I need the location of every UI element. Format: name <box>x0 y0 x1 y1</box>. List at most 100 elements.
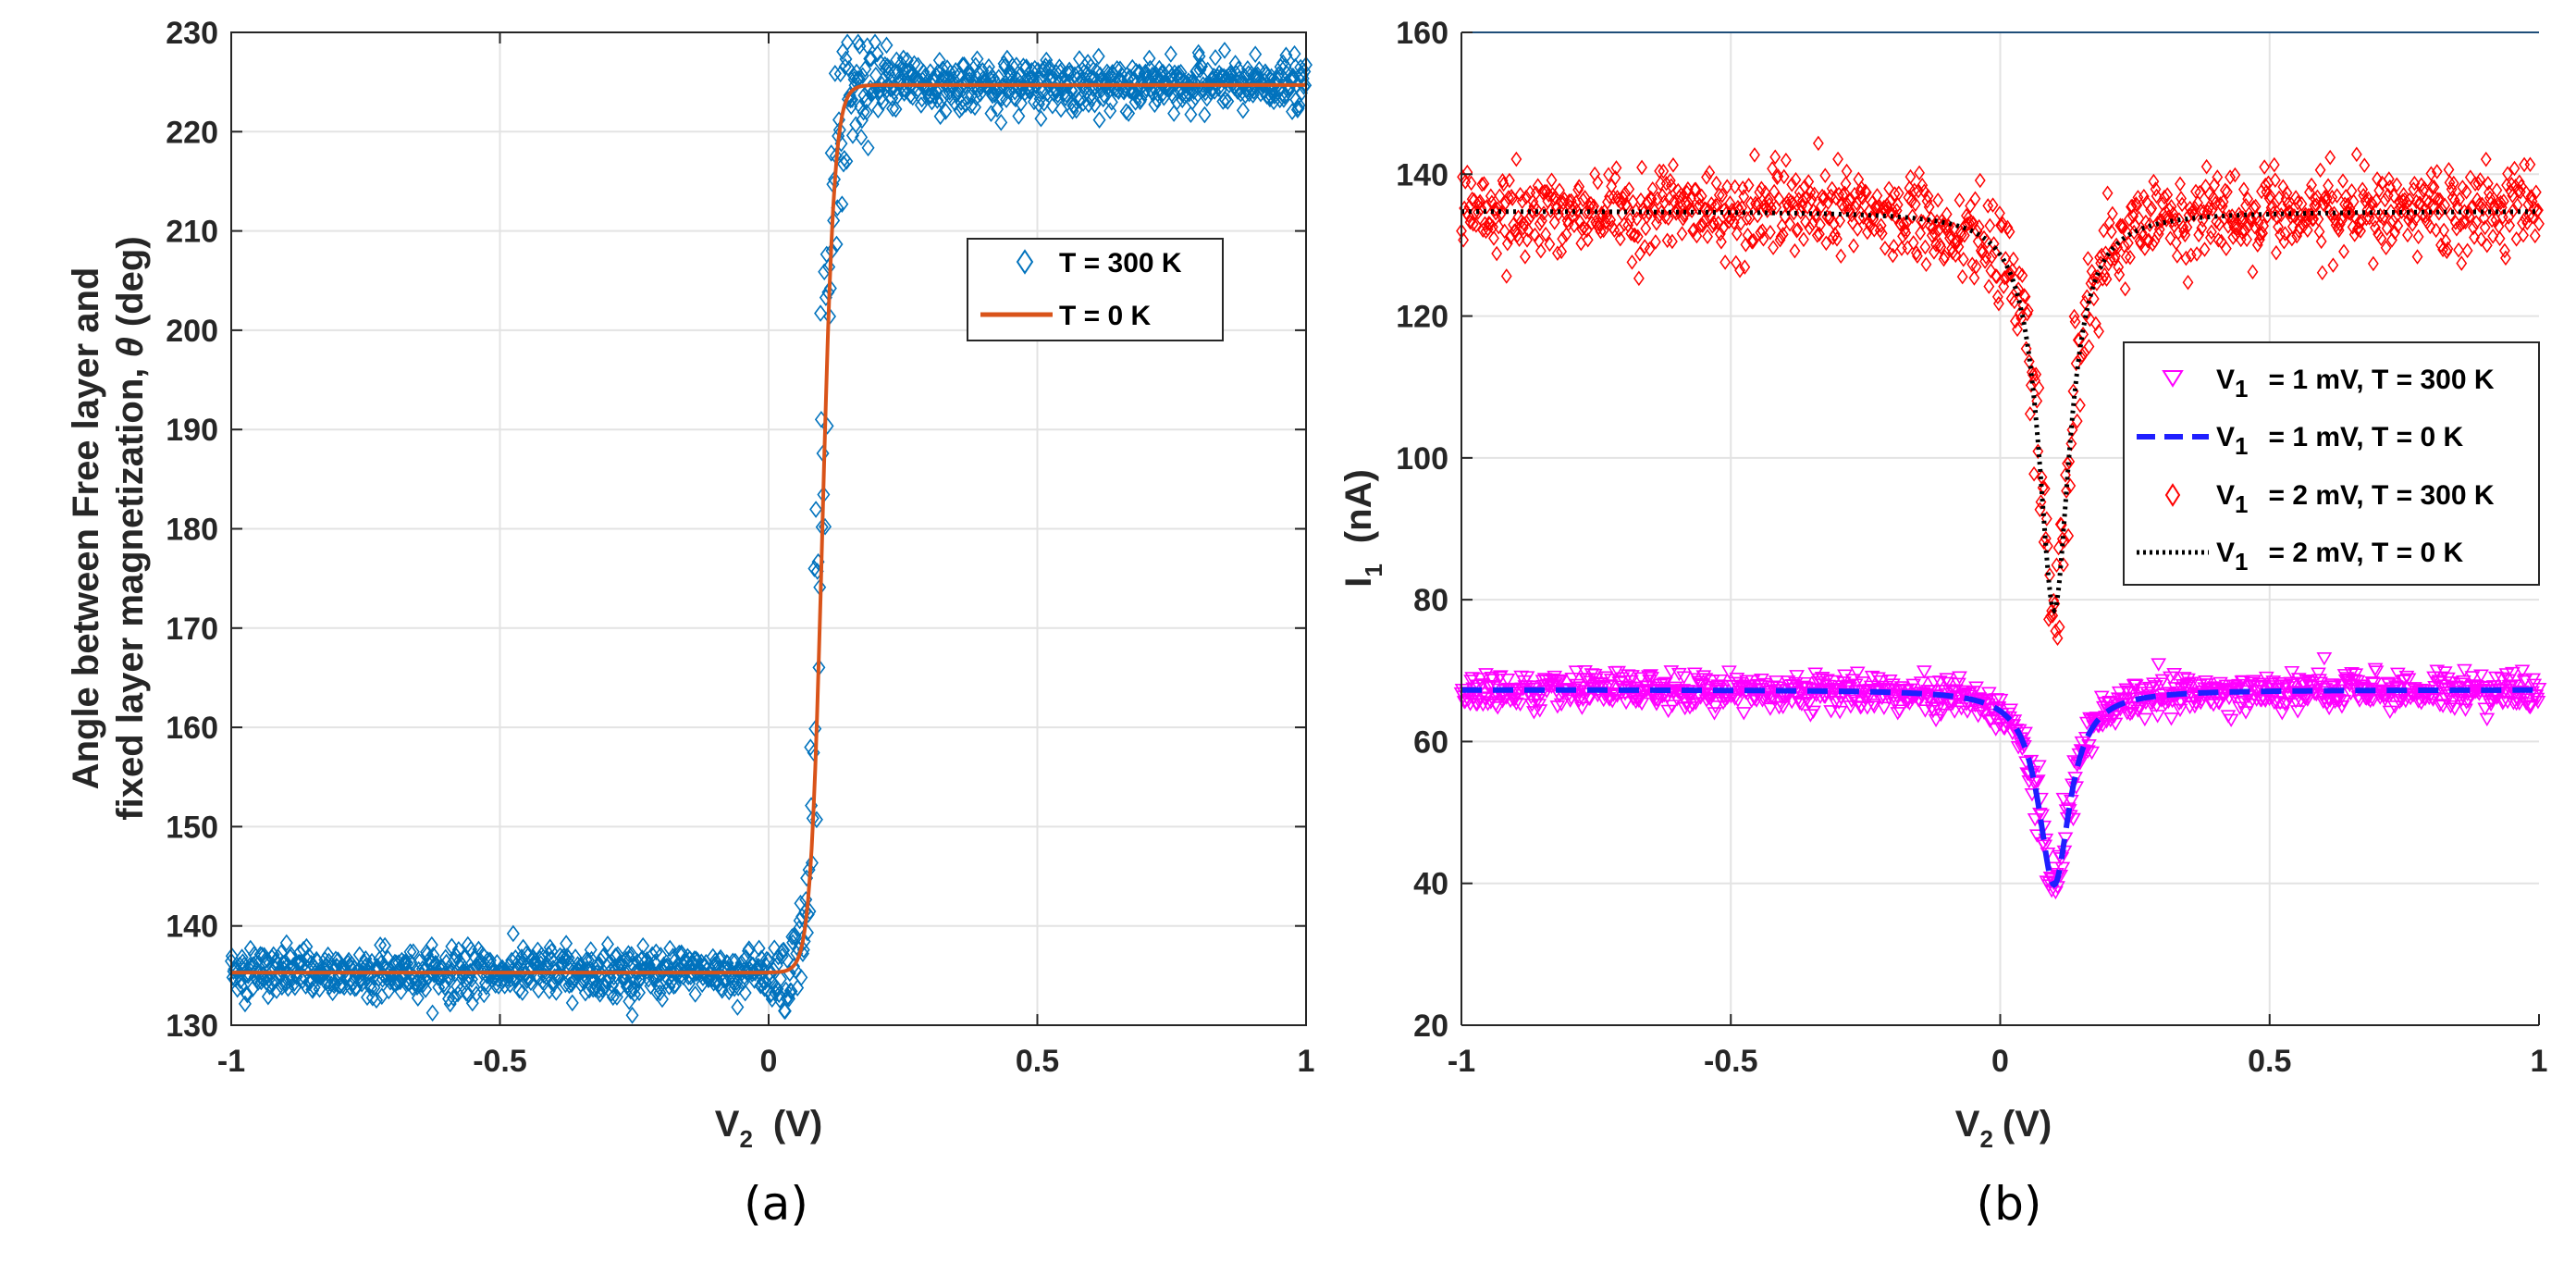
scatter-point-a <box>621 976 635 995</box>
scatter-point-b-2mv <box>2022 303 2034 318</box>
scatter-point-a <box>784 982 798 1000</box>
scatter-point-b-2mv <box>1747 232 1759 249</box>
scatter-point-a <box>1104 93 1118 111</box>
scatter-point-b-1mv <box>1866 700 1882 714</box>
scatter-point-b-1mv <box>1765 691 1781 706</box>
scatter-point-b-2mv <box>2239 222 2250 239</box>
scatter-point-b-1mv <box>2079 745 2096 759</box>
scatter-point-b-2mv <box>2104 251 2116 267</box>
scatter-point-b-2mv <box>1997 216 2009 232</box>
scatter-point-b-1mv <box>1676 671 1693 685</box>
legend-b-label-1mv-300k-main: V <box>2216 365 2235 395</box>
scatter-point-a <box>778 1002 792 1021</box>
scatter-point-b-2mv <box>1623 181 1635 197</box>
scatter-point-b-2mv <box>2337 173 2348 189</box>
scatter-point-b-1mv <box>2520 693 2536 707</box>
legend-b-label-1mv-300k: V1 = 1 mV, T = 300 K <box>2216 365 2495 402</box>
scatter-point-b-2mv <box>2355 223 2366 239</box>
scatter-point-a <box>633 984 647 1002</box>
scatter-point-b-1mv <box>1888 694 1904 708</box>
scatter-point-b-2mv <box>1835 248 1847 265</box>
scatter-point-a <box>514 948 528 966</box>
scatter-point-b-1mv <box>1707 707 1722 721</box>
scatter-point-a <box>592 981 606 999</box>
scatter-point-b-2mv <box>2208 190 2219 206</box>
scatter-point-b-2mv <box>1920 256 1932 273</box>
scatter-point-b-2mv <box>2082 251 2094 266</box>
scatter-point-b-1mv <box>2447 702 2463 716</box>
scatter-point-b-2mv <box>2249 218 2261 235</box>
scatter-point-b-1mv <box>1917 704 1933 718</box>
scatter-point-b-2mv <box>1777 227 1789 242</box>
scatter-point-b-2mv <box>2447 175 2459 192</box>
scatter-point-b-1mv <box>2120 685 2137 700</box>
scatter-point-b-1mv <box>1727 692 1744 706</box>
scatter-point-a <box>535 946 548 964</box>
scatter-point-b-1mv <box>1622 675 1639 688</box>
scatter-point-a <box>575 972 589 989</box>
scatter-point-a <box>447 988 461 1007</box>
scatter-point-a <box>655 990 669 1009</box>
scatter-point-b-1mv <box>1928 713 1944 728</box>
scatter-point-b-2mv <box>2308 211 2320 227</box>
scatter-point-a <box>403 943 417 961</box>
scatter-point-b-1mv <box>2067 772 2083 786</box>
scatter-point-b-2mv <box>1804 219 1816 236</box>
scatter-point-b-1mv <box>2030 760 2047 774</box>
ytick-label-b-0: 20 <box>1413 1009 1448 1044</box>
scatter-point-b-2mv <box>2471 215 2483 230</box>
scatter-point-b-1mv <box>1859 701 1876 715</box>
scatter-point-b-2mv <box>2236 224 2248 241</box>
scatter-point-a <box>419 981 433 998</box>
scatter-point-b-2mv <box>1757 231 1769 247</box>
scatter-point-b-2mv <box>1916 213 1928 229</box>
xtick-label-a-1: -0.5 <box>473 1044 527 1079</box>
scatter-point-b-2mv <box>1652 191 1663 207</box>
scatter-point-b-2mv <box>2053 619 2065 636</box>
scatter-point-b-2mv <box>1900 225 1912 241</box>
scatter-point-b-2mv <box>1773 191 1785 207</box>
scatter-point-b-2mv <box>2431 164 2443 180</box>
scatter-point-b-1mv <box>2277 698 2293 712</box>
scatter-point-b-1mv <box>2038 833 2054 848</box>
scatter-point-b-2mv <box>2478 210 2490 226</box>
scatter-point-a <box>1247 82 1261 100</box>
scatter-point-b-2mv <box>1610 160 1622 176</box>
scatter-point-b-2mv <box>2301 222 2313 239</box>
scatter-point-b-2mv <box>2425 166 2437 181</box>
scatter-point-b-2mv <box>1904 168 1917 185</box>
scatter-point-b-2mv <box>1790 171 1802 188</box>
scatter-point-b-2mv <box>2175 176 2186 192</box>
scatter-point-a <box>1249 45 1263 64</box>
scatter-point-b-2mv <box>1617 190 1629 206</box>
scatter-point-b-2mv <box>2518 227 2529 243</box>
scatter-point-b-2mv <box>2170 235 2182 251</box>
scatter-point-b-1mv <box>2107 717 2124 731</box>
scatter-point-b-2mv <box>2251 237 2263 254</box>
scatter-point-b-1mv <box>1644 672 1660 686</box>
scatter-point-a <box>742 940 756 958</box>
scatter-point-a <box>1014 74 1028 92</box>
scatter-point-b-2mv <box>1953 239 1965 255</box>
scatter-point-b-2mv <box>1759 185 1771 201</box>
scatter-point-b-2mv <box>2491 182 2503 198</box>
line-series-b-1mv-0k <box>1461 687 2539 888</box>
scatter-point-b-2mv <box>2269 172 2281 188</box>
scatter-point-a <box>968 98 982 117</box>
scatter-point-b-1mv <box>2284 665 2300 680</box>
scatter-point-b-1mv <box>2366 677 2383 691</box>
scatter-point-a <box>1151 84 1165 103</box>
scatter-point-a <box>558 950 572 969</box>
scatter-point-a <box>1281 82 1295 100</box>
scatter-point-a <box>858 60 872 78</box>
scatter-point-a <box>991 100 1005 118</box>
scatter-point-b-2mv <box>2088 291 2100 307</box>
scatter-point-a <box>1134 91 1148 108</box>
scatter-point-b-2mv <box>1467 216 1479 232</box>
scatter-point-a <box>726 952 740 971</box>
scatter-point-b-2mv <box>1710 175 1722 192</box>
scatter-point-b-1mv <box>1631 694 1647 709</box>
scatter-point-b-1mv <box>2531 682 2547 697</box>
scatter-point-b-2mv <box>2164 230 2176 246</box>
